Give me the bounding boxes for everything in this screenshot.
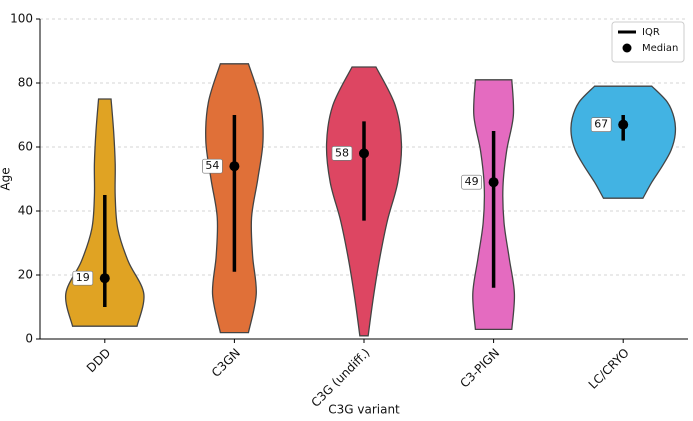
median-label: 58 <box>335 146 349 159</box>
median-dot <box>488 177 499 188</box>
x-tick-label: C3G (undiff.) <box>308 346 372 410</box>
legend-label: IQR <box>642 27 660 38</box>
median-dot <box>359 148 369 159</box>
y-tick-label: 100 <box>10 12 33 26</box>
median-label-box <box>331 146 353 161</box>
legend: IQR Median <box>611 21 685 63</box>
y-tick-label: 20 <box>18 268 33 282</box>
median-label-box <box>72 270 94 286</box>
median-label: 49 <box>465 175 479 188</box>
y-tick-label: 40 <box>18 204 33 218</box>
median-label-box <box>590 117 612 132</box>
median-label: 54 <box>205 159 219 172</box>
median-dot <box>229 161 240 172</box>
violin <box>570 85 677 199</box>
median-dot <box>618 119 629 130</box>
legend-median-swatch <box>622 43 632 53</box>
x-tick-label: C3GN <box>209 346 243 380</box>
median-label-box <box>461 174 482 190</box>
median-label: 19 <box>76 271 90 284</box>
y-tick-label: 60 <box>18 140 33 154</box>
x-axis-label: C3G variant <box>328 403 400 417</box>
x-tick-label: LC/CRYO <box>586 346 632 392</box>
y-axis-label: Age <box>0 167 13 190</box>
median-label: 67 <box>594 118 608 131</box>
legend-label: Median <box>642 43 678 54</box>
x-tick-label: DDD <box>84 346 114 376</box>
median-label-box <box>202 158 223 174</box>
median-dot <box>99 273 110 284</box>
y-tick-label: 0 <box>25 332 33 346</box>
x-tick-label: C3-PIGN <box>457 346 502 391</box>
y-tick-label: 80 <box>18 76 33 90</box>
